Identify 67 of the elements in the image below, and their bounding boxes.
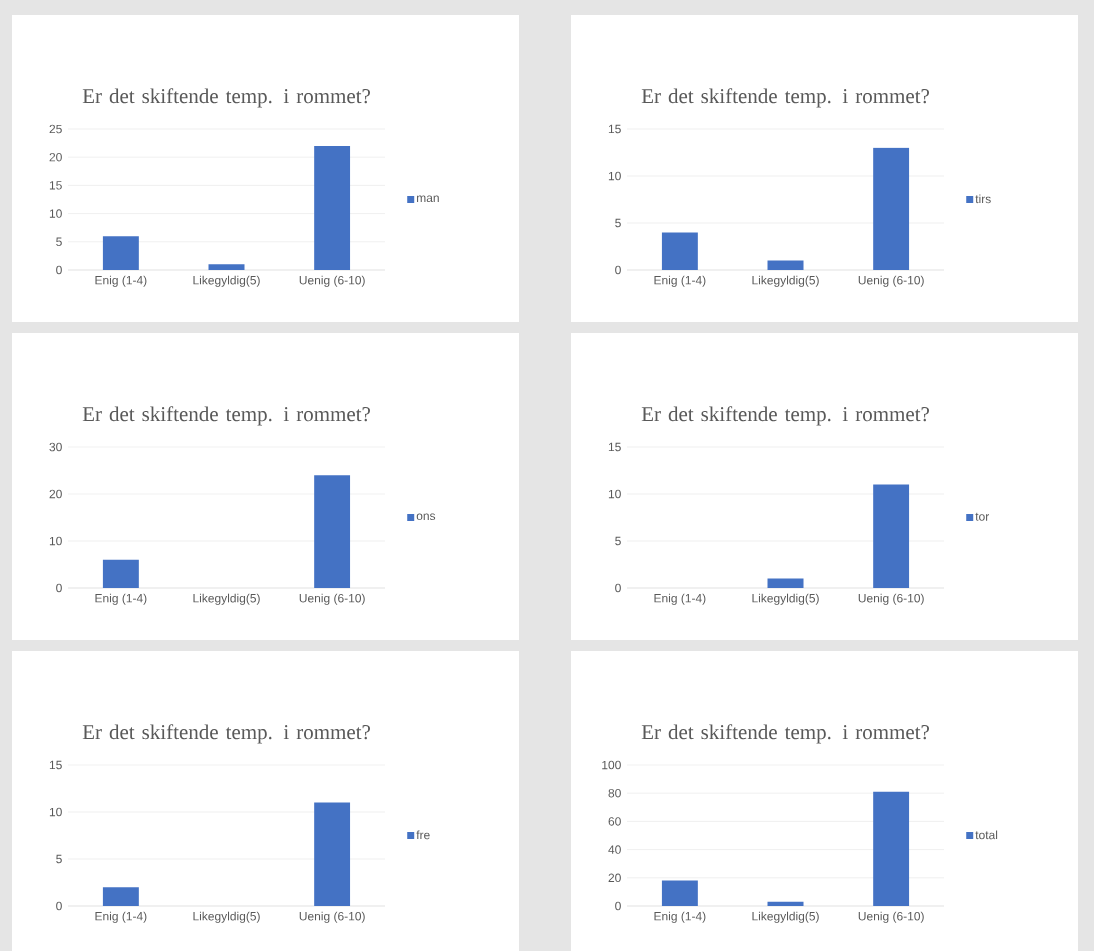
y-tick-label: 10 [49,536,62,546]
y-tick-label: 5 [615,536,621,546]
y-tick-label: 10 [608,171,621,181]
y-tick-label: 100 [602,760,621,770]
x-tick-label: Uenig (6-10) [299,593,365,605]
y-tick-label: 0 [56,901,62,911]
y-tick-label: 0 [615,265,621,275]
x-tick-label: Enig (1-4) [95,275,147,287]
chart-title: Er det skiftende temp. i rommet? [641,724,930,744]
y-tick-label: 30 [49,442,62,452]
y-tick-label: 15 [49,760,62,770]
bar [661,232,698,270]
bar [873,147,910,270]
bar [661,880,698,906]
x-tick-label: Enig (1-4) [654,911,706,923]
y-tick-label: 0 [56,265,62,275]
x-tick-label: Uenig (6-10) [299,911,365,923]
x-tick-label: Likegyldig(5) [752,593,819,605]
y-tick-label: 5 [615,218,621,228]
legend-label: man [417,195,439,203]
y-tick-label: 15 [608,124,621,134]
x-tick-label: Enig (1-4) [654,593,706,605]
chart-title: Er det skiftende temp. i rommet? [82,406,371,426]
x-tick-label: Uenig (6-10) [858,275,924,287]
y-tick-label: 25 [49,124,62,134]
y-tick-label: 10 [49,807,62,817]
chart-title: Er det skiftende temp. i rommet? [82,724,371,744]
y-tick-label: 5 [56,854,62,864]
y-tick-label: 80 [608,788,621,798]
y-tick-label: 60 [608,817,621,826]
x-tick-label: Likegyldig(5) [193,275,260,287]
legend-label: tirs [975,194,991,204]
bar [208,264,245,270]
y-tick-label: 0 [56,583,62,593]
legend-label: tor [975,512,990,521]
x-tick-label: Likegyldig(5) [193,911,260,923]
y-tick-label: 5 [56,237,62,246]
x-tick-label: Enig (1-4) [654,275,706,287]
legend-label: ons [416,513,436,521]
chart-title: Er det skiftende temp. i rommet? [641,88,930,108]
bar [102,236,139,270]
bar [767,901,804,906]
legend-label: total [975,830,998,840]
x-tick-label: Uenig (6-10) [858,593,924,605]
x-tick-label: Likegyldig(5) [193,593,260,605]
y-tick-label: 15 [608,442,621,452]
bar [314,145,351,270]
y-tick-label: 20 [608,873,621,883]
bar [767,260,804,270]
chart-title: Er det skiftende temp. i rommet? [641,406,930,426]
bar [873,791,910,906]
y-tick-label: 10 [608,489,621,499]
y-tick-label: 0 [615,583,621,593]
x-tick-label: Uenig (6-10) [299,275,365,287]
x-tick-label: Likegyldig(5) [752,911,819,923]
x-tick-label: Uenig (6-10) [858,911,924,923]
y-tick-label: 20 [49,152,62,162]
y-tick-label: 20 [49,489,62,499]
y-tick-label: 0 [615,901,621,911]
y-tick-label: 10 [49,209,62,218]
chart-title: Er det skiftende temp. i rommet? [82,88,371,108]
x-tick-label: Likegyldig(5) [752,275,819,287]
y-tick-label: 40 [608,845,621,854]
legend-label: fre [416,830,430,840]
x-tick-label: Enig (1-4) [95,911,147,923]
y-tick-label: 15 [49,181,62,190]
x-tick-label: Enig (1-4) [95,593,147,605]
